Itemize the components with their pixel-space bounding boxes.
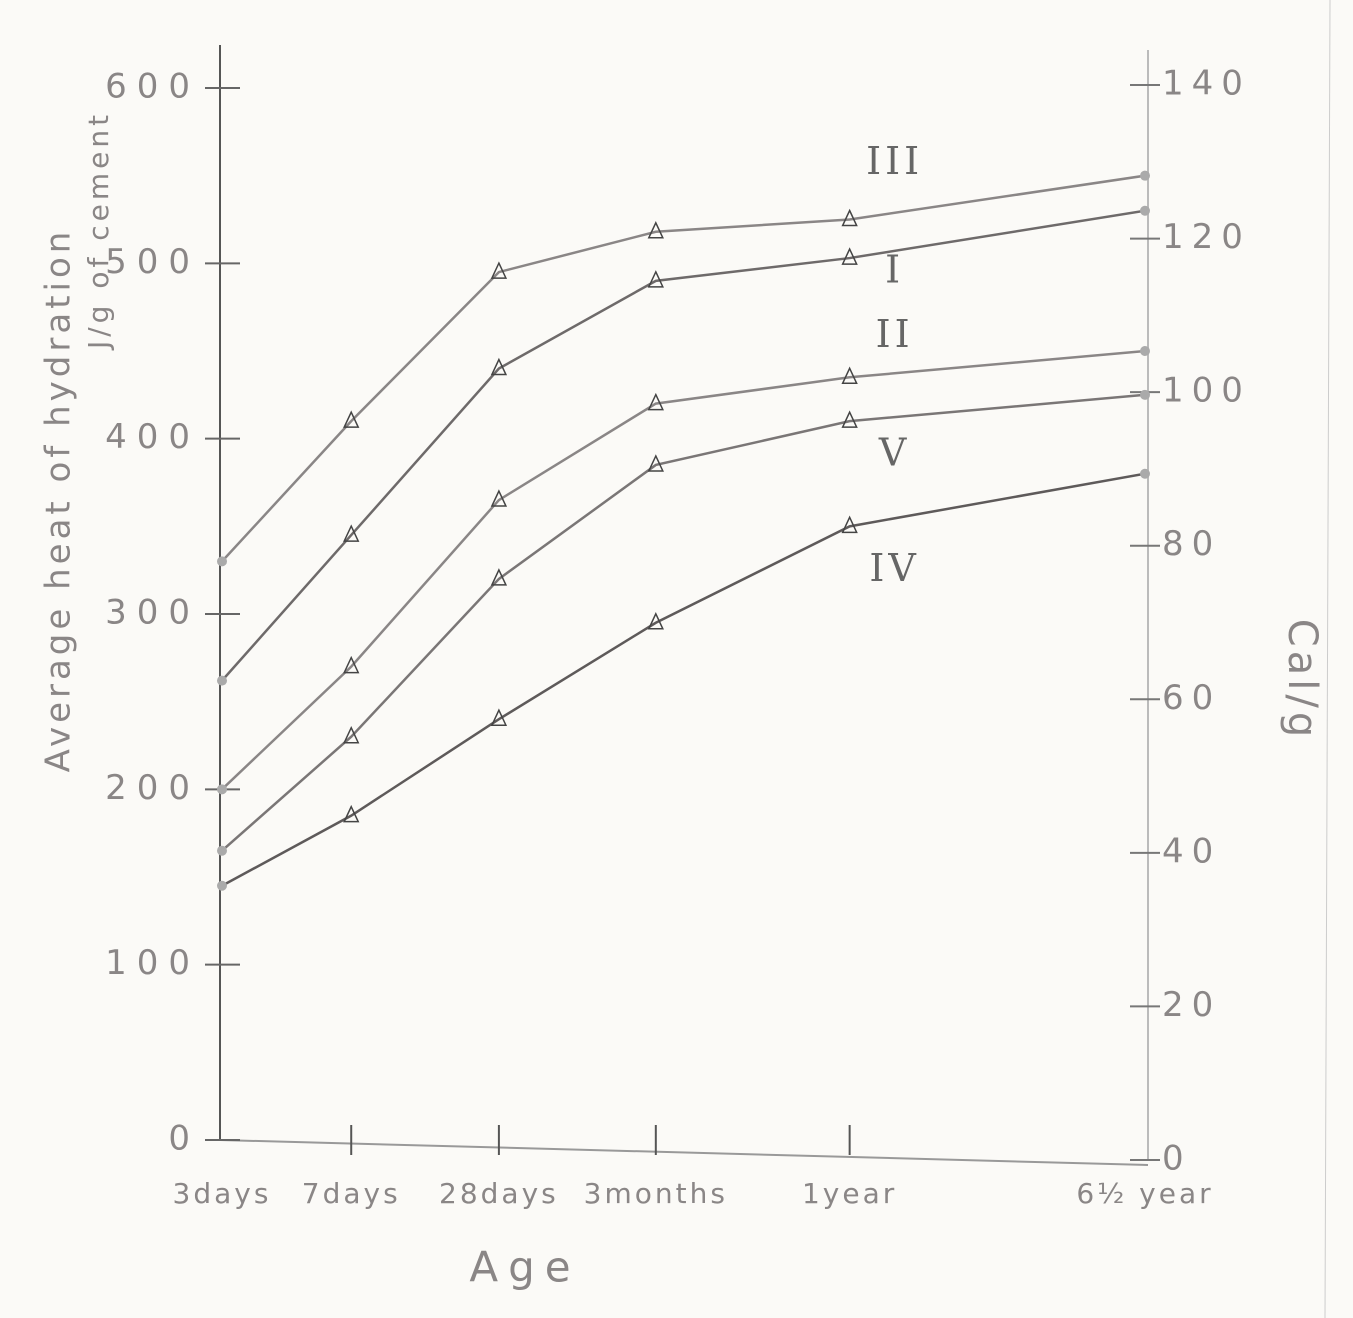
y2-axis-title: Cal/g (1279, 619, 1325, 741)
y2-tick-label: 40 (1162, 831, 1221, 871)
y2-tick-label: 60 (1162, 678, 1221, 718)
series-label: II (876, 312, 914, 356)
point (217, 676, 227, 686)
y2-tick-label: 20 (1162, 985, 1221, 1025)
series-label: IV (869, 546, 919, 590)
x-tick-label: 6½ year (1076, 1177, 1213, 1210)
line (222, 351, 1145, 789)
y-tick-label: 500 (105, 242, 200, 282)
x-tick-label: 3months (584, 1177, 728, 1210)
x-tick-label: 28days (439, 1177, 559, 1210)
y2-tick-label: 140 (1162, 64, 1251, 104)
y-tick-label: 100 (105, 943, 200, 983)
series-label: V (878, 431, 910, 475)
y2-tick-label: 0 (1162, 1139, 1192, 1179)
y2-tick-label: 80 (1162, 524, 1221, 564)
point (1140, 390, 1150, 400)
y2-tick-label: 100 (1162, 371, 1251, 411)
point (217, 556, 227, 566)
point (217, 784, 227, 794)
point (217, 846, 227, 856)
point (1140, 171, 1150, 181)
y-tick-label: 400 (105, 417, 200, 457)
point (1140, 206, 1150, 216)
line (222, 395, 1145, 851)
y-tick-label: 300 (105, 593, 200, 633)
x-tick-label: 7days (302, 1177, 401, 1210)
point (1140, 469, 1150, 479)
line (222, 474, 1145, 886)
y-tick-label: 200 (105, 768, 200, 808)
point (217, 881, 227, 891)
y2-tick-label: 120 (1162, 217, 1251, 257)
y-tick-label: 600 (105, 67, 200, 107)
series-label: III (866, 139, 923, 183)
chart: Average heat of hydration J/g of cement … (0, 0, 1353, 1318)
y-axis-title: Average heat of hydration (39, 228, 79, 773)
x-tick-label: 3days (173, 1177, 272, 1210)
series-label: I (885, 248, 904, 292)
y-tick-label: 0 (168, 1119, 200, 1159)
point (1140, 346, 1150, 356)
x-tick-label: 1year (802, 1177, 897, 1210)
x-axis-title: Age (469, 1243, 580, 1292)
y-axis-title: J/g of cement (82, 111, 115, 351)
x-axis (220, 1140, 1148, 1165)
